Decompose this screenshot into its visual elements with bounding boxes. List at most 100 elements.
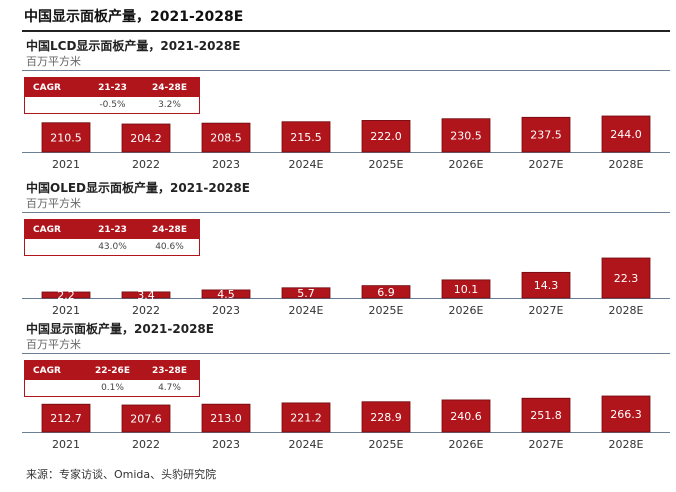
bar-2021 <box>41 291 91 299</box>
bar-value-label: 2.2 <box>57 289 75 302</box>
cagr-value-2: 4.7% <box>158 383 181 393</box>
bar-2022 <box>121 123 171 153</box>
bar-value-label: 222.0 <box>370 130 402 143</box>
cagr-table: CAGR 21-23 24-28E -0.5% 3.2% <box>24 77 200 114</box>
bar-value-label: 10.1 <box>454 283 479 296</box>
cagr-value-row: 0.1% 4.7% <box>25 380 199 396</box>
cagr-header-period-2: 24-28E <box>152 82 187 93</box>
x-tick-label: 2023 <box>212 438 240 451</box>
x-tick-label: 2022 <box>132 438 160 451</box>
bar-2024E <box>281 402 331 433</box>
cagr-header-row: CAGR 22-26E 23-28E <box>25 361 199 380</box>
cagr-header-period-2: 23-28E <box>152 365 187 376</box>
lcd-panel: 中国LCD显示面板产量，2021-2028E 百万平方米 CAGR 21-23 … <box>22 37 670 177</box>
cagr-header-row: CAGR 21-23 24-28E <box>25 78 199 97</box>
bar-value-label: 3.4 <box>137 289 155 302</box>
panel-divider <box>22 353 670 354</box>
x-tick-label: 2025E <box>369 304 404 317</box>
bar-value-label: 212.7 <box>50 412 82 425</box>
bar-value-label: 251.8 <box>530 409 562 422</box>
panel-divider <box>22 70 670 71</box>
bar-value-label: 14.3 <box>534 279 559 292</box>
bar-value-label: 228.9 <box>370 411 402 424</box>
cagr-header-period-2: 24-28E <box>152 224 187 235</box>
bar-value-label: 244.0 <box>610 128 642 141</box>
cagr-header-label: CAGR <box>33 365 61 376</box>
unit-label: 百万平方米 <box>26 55 81 68</box>
cagr-value-1: -0.5% <box>99 100 126 110</box>
bar-2025E <box>361 401 411 433</box>
total-panel: 中国显示面板产量，2021-2028E 百万平方米 CAGR 22-26E 23… <box>22 320 670 463</box>
cagr-header-period-1: 21-23 <box>98 82 127 93</box>
unit-label: 百万平方米 <box>26 197 81 210</box>
x-tick-label: 2025E <box>369 158 404 171</box>
panel-divider <box>22 212 670 213</box>
bar-value-label: 5.7 <box>297 287 315 300</box>
cagr-header-row: CAGR 21-23 24-28E <box>25 220 199 239</box>
x-tick-label: 2026E <box>449 304 484 317</box>
bar-2024E <box>281 287 331 299</box>
panel-title: 中国LCD显示面板产量，2021-2028E <box>26 39 241 53</box>
lcd-bar-chart: 210.5 2021 204.2 2022 208.5 2023 215.5 2024E 222… <box>22 115 670 171</box>
x-tick-label: 2023 <box>212 304 240 317</box>
bar-value-label: 237.5 <box>530 129 562 142</box>
page-title: 中国显示面板产量，2021-2028E <box>24 9 244 25</box>
cagr-value-2: 40.6% <box>155 242 184 252</box>
bar-value-label: 215.5 <box>290 131 322 144</box>
x-tick-label: 2021 <box>52 438 80 451</box>
bar-2023 <box>201 289 251 299</box>
x-tick-label: 2021 <box>52 304 80 317</box>
x-tick-label: 2028E <box>609 158 644 171</box>
cagr-value-2: 3.2% <box>158 100 181 110</box>
x-tick-label: 2021 <box>52 158 80 171</box>
bar-value-label: 207.6 <box>130 413 162 426</box>
bar-2026E <box>441 279 491 299</box>
bar-value-label: 230.5 <box>450 129 482 142</box>
x-tick-label: 2027E <box>529 304 564 317</box>
title-divider <box>22 30 670 32</box>
cagr-header-period-1: 21-23 <box>98 224 127 235</box>
x-tick-label: 2024E <box>289 438 324 451</box>
bar-value-label: 208.5 <box>210 132 242 145</box>
bar-2025E <box>361 120 411 153</box>
cagr-header-period-1: 22-26E <box>95 365 130 376</box>
bar-2022 <box>121 404 171 433</box>
bar-2024E <box>281 121 331 153</box>
bar-value-label: 266.3 <box>610 408 642 421</box>
cagr-table: CAGR 21-23 24-28E 43.0% 40.6% <box>24 219 200 256</box>
unit-label: 百万平方米 <box>26 338 81 351</box>
bar-2027E <box>521 116 571 153</box>
bar-value-label: 240.6 <box>450 410 482 423</box>
cagr-value-row: -0.5% 3.2% <box>25 97 199 113</box>
bar-value-label: 213.0 <box>210 412 242 425</box>
x-tick-label: 2026E <box>449 158 484 171</box>
bar-2027E <box>521 397 571 433</box>
cagr-header-label: CAGR <box>33 82 61 93</box>
x-tick-label: 2027E <box>529 158 564 171</box>
bar-2027E <box>521 271 571 299</box>
bar-value-label: 204.2 <box>130 132 162 145</box>
bar-2028E <box>601 257 651 299</box>
panel-title: 中国OLED显示面板产量，2021-2028E <box>26 181 250 195</box>
bar-2028E <box>601 395 651 433</box>
x-tick-label: 2023 <box>212 158 240 171</box>
cagr-header-label: CAGR <box>33 224 61 235</box>
oled-panel: 中国OLED显示面板产量，2021-2028E 百万平方米 CAGR 21-23… <box>22 179 670 322</box>
x-tick-label: 2026E <box>449 438 484 451</box>
oled-bar-chart: 2.2 2021 3.4 2022 4.5 2023 5.7 2024E 6.9 2025E 10.… <box>22 257 670 317</box>
cagr-table: CAGR 22-26E 23-28E 0.1% 4.7% <box>24 360 200 397</box>
cagr-value-1: 0.1% <box>101 383 124 393</box>
x-tick-label: 2027E <box>529 438 564 451</box>
bar-2021 <box>41 403 91 433</box>
total-bar-chart: 212.7 2021 207.6 2022 213.0 2023 221.2 2024E 228… <box>22 395 670 451</box>
bar-value-label: 6.9 <box>377 286 395 299</box>
bar-value-label: 4.5 <box>217 288 235 301</box>
x-tick-label: 2024E <box>289 304 324 317</box>
bar-2026E <box>441 118 491 153</box>
bar-2025E <box>361 285 411 299</box>
x-tick-label: 2024E <box>289 158 324 171</box>
bar-2028E <box>601 115 651 153</box>
bar-2026E <box>441 399 491 433</box>
x-tick-label: 2028E <box>609 304 644 317</box>
bar-2022 <box>121 291 171 299</box>
